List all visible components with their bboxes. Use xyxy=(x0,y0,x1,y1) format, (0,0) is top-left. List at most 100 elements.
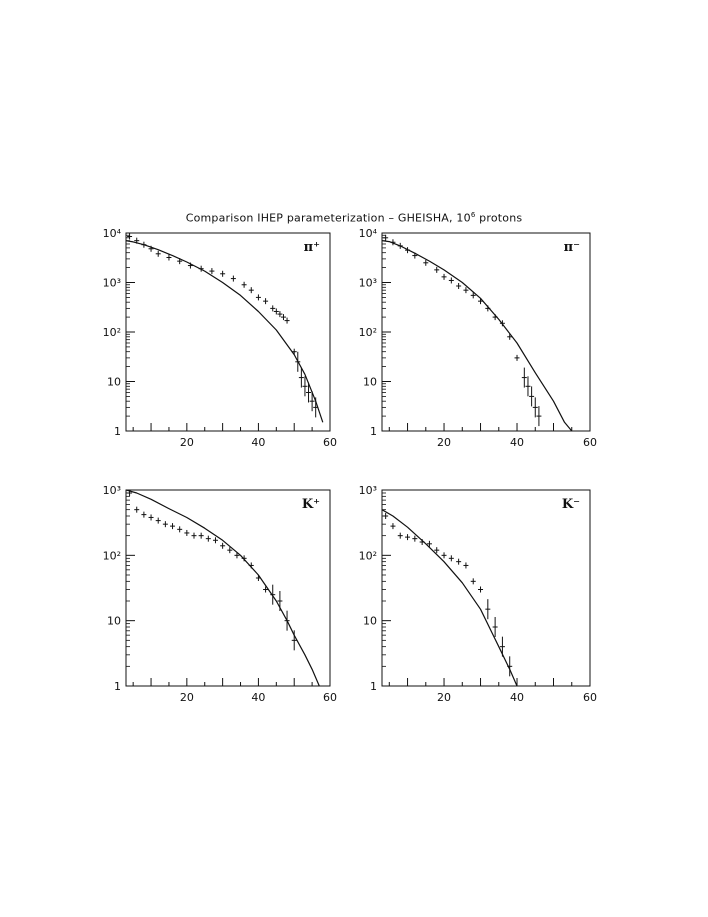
data-point xyxy=(255,294,261,301)
data-point xyxy=(198,265,204,272)
data-point xyxy=(155,517,161,524)
data-point xyxy=(191,532,197,539)
data-point xyxy=(162,521,168,528)
data-point xyxy=(423,259,429,266)
series-line xyxy=(381,240,573,432)
data-point xyxy=(405,534,411,541)
data-point xyxy=(507,333,513,340)
x-tick-label: 20 xyxy=(180,436,194,449)
series-line xyxy=(125,240,324,423)
panel-label: π⁺ xyxy=(304,240,320,255)
data-point xyxy=(134,506,140,513)
data-point xyxy=(280,314,286,321)
data-point xyxy=(485,599,491,620)
data-point xyxy=(148,245,154,252)
data-point xyxy=(187,262,193,269)
data-point xyxy=(499,320,505,327)
x-tick-label: 40 xyxy=(510,691,524,704)
data-point xyxy=(532,397,538,418)
plot-frame xyxy=(381,232,591,432)
data-point xyxy=(255,574,261,581)
x-tick-label: 20 xyxy=(437,436,451,449)
y-tick-label: 10³ xyxy=(359,277,377,290)
x-tick-label: 40 xyxy=(251,436,265,449)
data-point xyxy=(514,354,520,361)
data-point xyxy=(306,382,312,403)
data-point xyxy=(383,234,389,241)
data-point xyxy=(170,523,176,530)
data-point xyxy=(412,535,418,542)
y-tick-label: 10² xyxy=(359,326,377,339)
data-point xyxy=(525,376,531,397)
data-point xyxy=(234,552,240,559)
y-tick-label: 10 xyxy=(107,376,121,389)
data-point xyxy=(441,552,447,559)
figure-title-exponent: 6 xyxy=(470,211,476,219)
y-tick-label: 10² xyxy=(103,326,121,339)
data-point xyxy=(298,367,304,388)
data-point xyxy=(166,254,172,261)
data-point xyxy=(405,247,411,254)
data-point xyxy=(485,305,491,312)
data-point xyxy=(521,367,527,388)
data-point xyxy=(383,512,389,519)
data-point xyxy=(177,526,183,533)
data-point xyxy=(470,578,476,585)
data-point xyxy=(295,351,301,372)
x-tick-label: 60 xyxy=(323,436,337,449)
data-point xyxy=(397,242,403,249)
figure-title-prefix: Comparison IHEP parameterization – GHEIS… xyxy=(185,211,471,225)
figure-title: Comparison IHEP parameterization – GHEIS… xyxy=(0,211,708,225)
data-point xyxy=(270,584,276,605)
y-tick-label: 10² xyxy=(103,549,121,562)
data-point xyxy=(263,298,269,305)
data-point xyxy=(419,538,425,545)
data-point xyxy=(390,523,396,530)
y-tick-label: 1 xyxy=(370,680,377,693)
data-point xyxy=(212,537,218,544)
data-point xyxy=(448,555,454,562)
data-point xyxy=(241,281,247,288)
y-tick-label: 1 xyxy=(370,425,377,438)
plot-frame xyxy=(125,232,331,432)
y-tick-label: 10³ xyxy=(103,484,121,497)
data-point xyxy=(441,273,447,280)
x-tick-label: 60 xyxy=(583,436,597,449)
plot-frame xyxy=(381,489,591,687)
y-tick-label: 1 xyxy=(114,425,121,438)
data-point xyxy=(198,532,204,539)
data-point xyxy=(478,298,484,305)
panel-label: K⁺ xyxy=(302,497,320,512)
data-point xyxy=(529,386,535,407)
data-point xyxy=(127,233,133,240)
data-point xyxy=(248,287,254,294)
x-tick-label: 40 xyxy=(251,691,265,704)
data-point xyxy=(492,314,498,321)
chart-panel-4: 1 10 10² 10³ 20 40 60 K⁻ xyxy=(359,484,597,704)
data-point xyxy=(390,239,396,246)
data-point xyxy=(284,317,290,324)
data-point xyxy=(141,511,147,518)
y-tick-label: 10³ xyxy=(359,484,377,497)
data-point xyxy=(456,558,462,565)
data-point xyxy=(448,277,454,284)
y-tick-label: 10 xyxy=(107,615,121,628)
data-point xyxy=(277,311,283,318)
y-tick-label: 10⁴ xyxy=(359,227,378,240)
data-point xyxy=(220,270,226,277)
data-point xyxy=(273,308,279,315)
data-point xyxy=(309,391,315,412)
x-tick-label: 60 xyxy=(583,691,597,704)
chart-panel-1: 1 10 10² 10³ 10⁴ 20 40 60 π⁺ xyxy=(103,227,337,449)
data-point xyxy=(248,562,254,569)
data-point xyxy=(507,656,513,677)
data-point xyxy=(412,252,418,259)
data-point xyxy=(463,287,469,294)
data-point xyxy=(302,376,308,397)
data-point xyxy=(270,305,276,312)
series-line xyxy=(125,489,320,687)
data-point xyxy=(434,547,440,554)
data-point xyxy=(241,555,247,562)
series-line xyxy=(381,509,518,687)
